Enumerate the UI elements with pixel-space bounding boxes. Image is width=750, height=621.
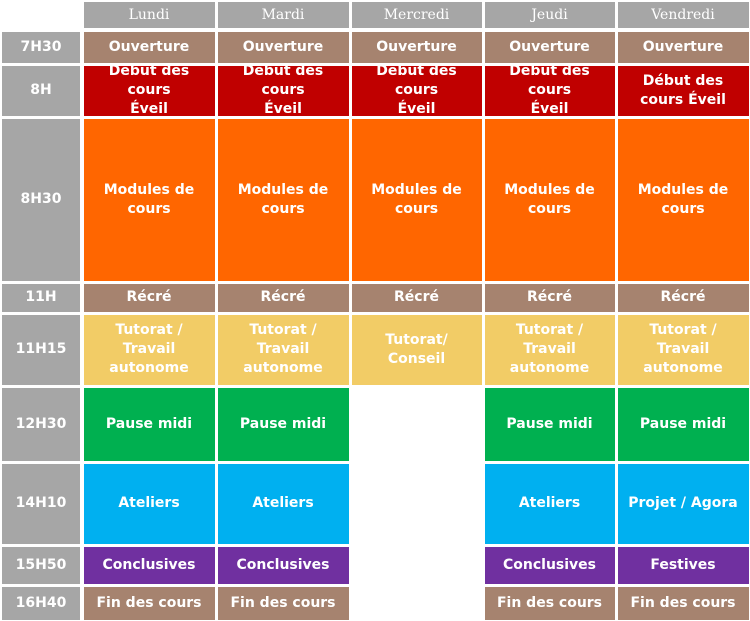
schedule-cell: Récré — [351, 283, 482, 312]
time-label: 8H — [2, 65, 80, 116]
day-header-jeudi: Jeudi — [484, 2, 615, 28]
day-header-mardi: Mardi — [217, 2, 349, 28]
schedule-cell: Début des cours Éveil — [617, 65, 749, 116]
schedule-cell: Modules de cours — [217, 118, 349, 281]
schedule-cell: Tutorat / Travail autonome — [484, 314, 615, 385]
schedule-cell: Fin des cours — [484, 586, 615, 620]
schedule-cell: Conclusives — [484, 546, 615, 584]
schedule-cell: Tutorat / Travail autonome — [617, 314, 749, 385]
schedule-cell: Début des cours Éveil — [217, 63, 349, 117]
time-label: 11H — [2, 283, 80, 312]
schedule-cell: Modules de cours — [351, 118, 482, 281]
time-label: 14H10 — [2, 463, 80, 544]
schedule-cell: Ouverture — [617, 31, 749, 63]
time-label: 15H50 — [2, 546, 80, 584]
time-label: 11H15 — [2, 314, 80, 385]
schedule-cell: Début des cours Éveil — [484, 63, 615, 117]
schedule-cell: Début des cours Éveil — [351, 63, 482, 117]
schedule-cell: Pause midi — [83, 387, 215, 461]
schedule-cell: Pause midi — [617, 387, 749, 461]
schedule-cell: Pause midi — [217, 387, 349, 461]
schedule-cell: Modules de cours — [617, 118, 749, 281]
schedule-cell: Modules de cours — [484, 118, 615, 281]
schedule-cell: Festives — [617, 546, 749, 584]
schedule-cell: Ouverture — [351, 31, 482, 63]
schedule-cell: Récré — [217, 283, 349, 312]
schedule-cell: Récré — [83, 283, 215, 312]
empty-cell — [351, 463, 482, 544]
schedule-cell: Tutorat / Travail autonome — [83, 314, 215, 385]
schedule-cell: Pause midi — [484, 387, 615, 461]
schedule-cell: Ouverture — [83, 31, 215, 63]
day-header-vendredi: Vendredi — [617, 2, 749, 28]
schedule-cell: Ateliers — [83, 463, 215, 544]
schedule-cell: Récré — [617, 283, 749, 312]
schedule-cell: Récré — [484, 283, 615, 312]
day-header-mercredi: Mercredi — [351, 2, 482, 28]
schedule-cell: Fin des cours — [617, 586, 749, 620]
schedule-cell: Ouverture — [217, 31, 349, 63]
schedule-cell: Conclusives — [83, 546, 215, 584]
schedule-cell: Ouverture — [484, 31, 615, 63]
time-label: 8H30 — [2, 118, 80, 281]
schedule-cell: Tutorat / Travail autonome — [217, 314, 349, 385]
schedule-cell: Fin des cours — [217, 586, 349, 620]
schedule-cell: Ateliers — [484, 463, 615, 544]
schedule-cell: Projet / Agora — [617, 463, 749, 544]
time-label: 7H30 — [2, 31, 80, 63]
schedule-cell: Conclusives — [217, 546, 349, 584]
time-label: 12H30 — [2, 387, 80, 461]
empty-cell — [351, 586, 482, 620]
schedule-cell: Tutorat/ Conseil — [351, 314, 482, 385]
schedule-cell: Fin des cours — [83, 586, 215, 620]
time-label: 16H40 — [2, 586, 80, 620]
empty-cell — [351, 546, 482, 584]
schedule-cell: Modules de cours — [83, 118, 215, 281]
schedule-cell: Début des cours Éveil — [83, 63, 215, 117]
schedule-cell: Ateliers — [217, 463, 349, 544]
empty-cell — [351, 387, 482, 461]
day-header-lundi: Lundi — [83, 2, 215, 28]
